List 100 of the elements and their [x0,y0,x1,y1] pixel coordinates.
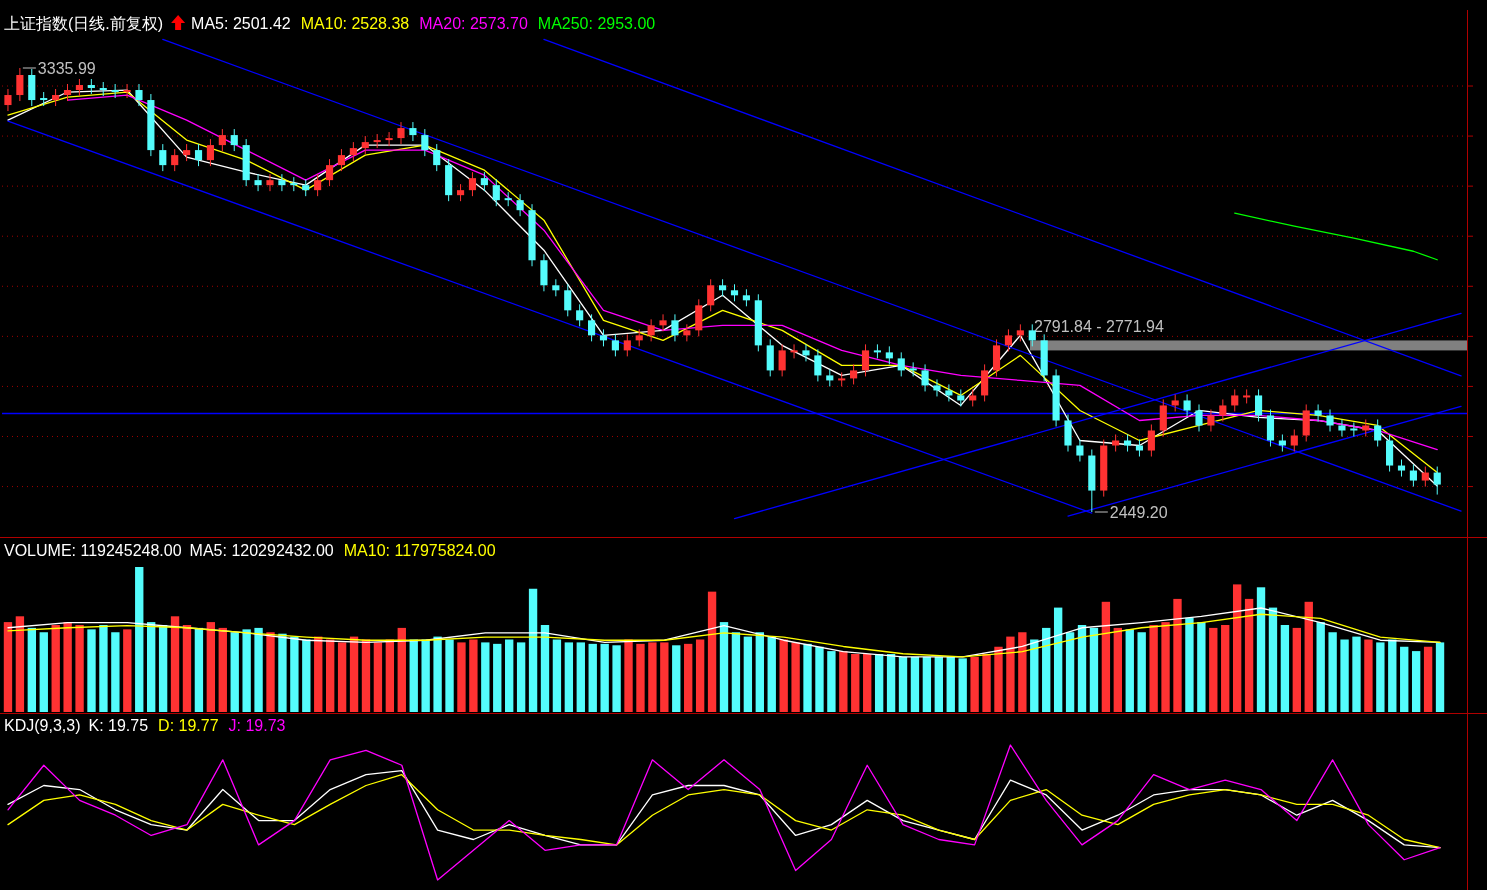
candlestick [361,135,369,155]
candlestick [1409,464,1417,488]
candlestick [1004,328,1013,352]
candlestick [1421,466,1429,488]
bar [1268,607,1278,712]
candlestick [1231,388,1239,412]
bar [600,643,609,712]
bar [63,622,72,712]
annotation: 3335.99 [37,60,96,77]
bar [1197,622,1206,712]
bar [815,646,824,712]
candlestick [1195,403,1203,432]
bar [1185,617,1194,712]
bar [660,642,669,712]
bar [791,642,800,712]
candlestick [516,193,524,217]
candlestick [588,313,596,342]
bar [910,656,920,712]
bar [1006,636,1015,712]
bar [27,627,37,712]
candlestick [1147,423,1155,458]
bar [314,636,323,712]
candlestick [314,173,322,197]
bar [123,629,132,712]
candlestick [397,121,405,145]
bar [1304,601,1313,712]
candlestick [1028,323,1036,347]
bar [552,639,562,712]
bar [922,656,932,712]
bar [1030,639,1039,712]
bar [1018,632,1027,712]
candlestick [897,351,905,377]
bar [206,622,216,712]
chart-title: VOLUME: 119245248.00 [4,542,182,559]
bar [457,642,466,712]
candlestick [623,333,631,357]
bar [839,651,848,712]
bar [672,645,681,712]
bar [1364,639,1373,712]
bar [1352,636,1361,712]
candlestick [254,173,262,192]
bar [636,643,645,712]
candlestick [671,313,679,342]
bar [1328,632,1337,712]
candlestick [778,343,786,377]
bar [337,642,347,712]
bar [946,656,955,712]
bar [1089,627,1099,712]
candlestick [576,303,584,327]
bar [528,588,538,712]
text: MA10: 117975824.00 [343,542,496,559]
candlestick [861,343,870,377]
candlestick [1219,398,1227,422]
bar [1042,627,1051,712]
bar [1077,625,1087,712]
candlestick [206,138,215,167]
text: MA10: 2528.38 [300,15,410,32]
bar [182,625,192,712]
bar [982,654,991,712]
bar [1256,587,1266,712]
bar [1244,598,1254,712]
bar [934,656,943,712]
text: MA20: 2573.70 [419,15,528,32]
candlestick [814,348,822,382]
candlestick [16,67,24,102]
bar [15,616,25,712]
candlestick [218,128,226,152]
bar [349,636,359,712]
bar [588,643,597,712]
bar [433,636,442,712]
bar [1065,632,1075,712]
annotation: 2449.20 [1109,504,1168,521]
text: MA5: 2501.42 [191,15,291,32]
candlestick [1076,439,1084,463]
candlestick [1338,418,1346,437]
bar [409,639,418,712]
bar [1388,639,1397,712]
candlestick [385,131,393,147]
bar [194,627,204,712]
bar [1423,646,1433,712]
bar [421,639,430,712]
candlestick [564,283,572,317]
bar [1221,625,1230,712]
bar [3,622,13,712]
bar [731,632,741,712]
bar [1125,629,1134,712]
candlestick [325,158,334,187]
chart-title: 上证指数(日线.前复权) [4,15,164,32]
bar [612,645,621,712]
candlestick [278,173,286,192]
bar [158,625,168,712]
candlestick [123,83,131,99]
bar [851,654,860,712]
bar [254,627,263,712]
bar [1435,642,1445,712]
bar [886,654,896,712]
bar [540,625,550,712]
bar [1232,584,1242,712]
candlestick [194,143,203,167]
bar [1137,632,1146,712]
